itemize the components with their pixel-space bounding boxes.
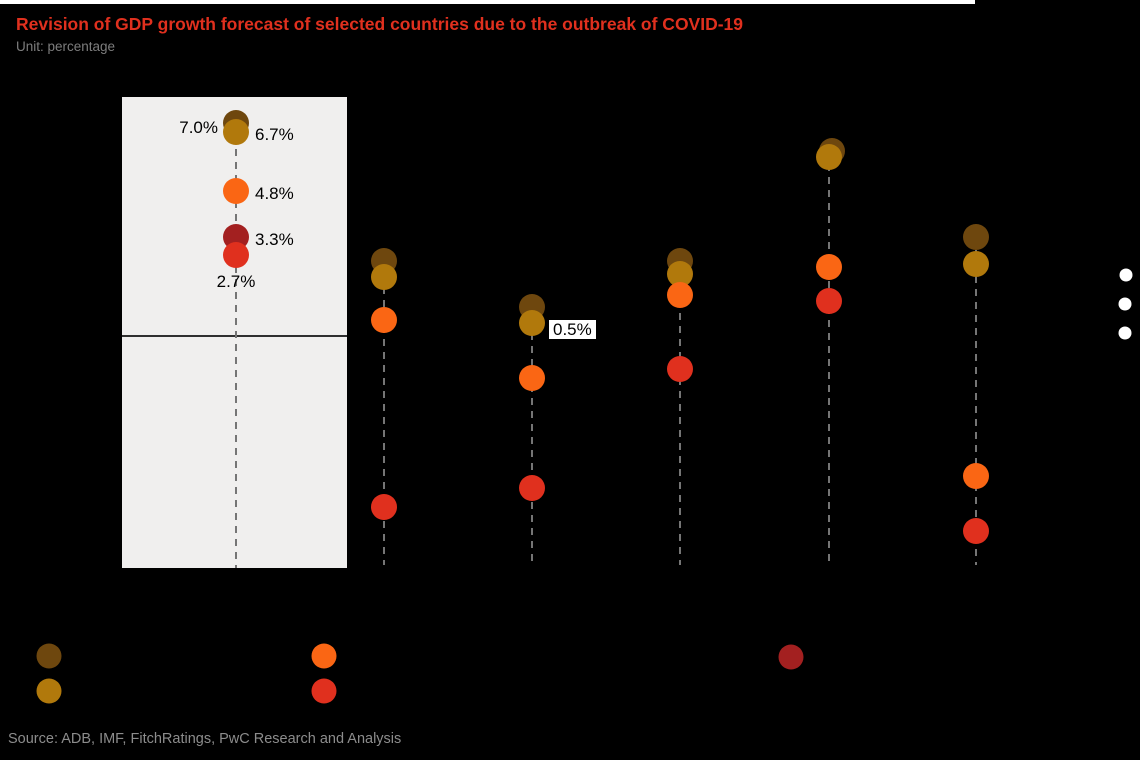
column-guide-col-3 <box>531 307 533 565</box>
data-point-col-6-red <box>963 518 989 545</box>
source-note: Source: ADB, IMF, FitchRatings, PwC Rese… <box>8 731 402 747</box>
value-label-col-3-golden: 0.5% <box>549 319 596 339</box>
data-point-col-4-red <box>667 355 693 382</box>
legend-bullet-white-3 <box>1118 326 1132 340</box>
data-point-col-6-orange <box>963 463 989 490</box>
column-guide-col-1 <box>235 123 237 568</box>
data-point-col-1-red <box>223 242 249 269</box>
value-label-col-1-golden: 6.7% <box>255 125 294 145</box>
legend-bullet-white-2 <box>1118 297 1132 311</box>
chart-title: Revision of GDP growth forecast of selec… <box>16 14 744 34</box>
legend-dot-golden <box>36 678 62 704</box>
legend-dot-dark-brown <box>36 643 62 669</box>
column-guide-col-6 <box>975 236 977 565</box>
data-point-col-3-red <box>519 475 545 502</box>
top-edge-strip <box>0 0 975 4</box>
data-point-col-1-orange <box>223 177 249 204</box>
column-guide-col-5 <box>828 150 830 565</box>
column-guide-col-2 <box>383 261 385 565</box>
data-point-col-3-golden <box>519 309 545 336</box>
data-point-col-2-golden <box>371 263 397 290</box>
data-point-col-5-orange <box>816 254 842 281</box>
value-label-col-1-red: 2.7% <box>216 272 256 292</box>
data-point-col-3-orange <box>519 364 545 391</box>
zero-axis-line <box>122 335 347 337</box>
value-label-col-1-dark-red: 3.3% <box>255 229 294 249</box>
data-point-col-6-dark-brown <box>963 223 989 250</box>
value-label-col-1-orange: 4.8% <box>255 183 294 203</box>
column-guide-col-4 <box>679 261 681 565</box>
data-point-col-6-golden <box>963 251 989 278</box>
data-point-col-2-orange <box>371 306 397 333</box>
data-point-col-5-red <box>816 288 842 315</box>
data-point-col-5-golden <box>816 143 842 170</box>
value-label-col-1-dark-brown: 7.0% <box>179 118 218 138</box>
legend-bullet-white-1 <box>1119 268 1133 282</box>
legend-dot-dark-red <box>778 644 804 670</box>
chart-subtitle: Unit: percentage <box>16 39 116 54</box>
data-point-col-4-orange <box>667 282 693 309</box>
legend-dot-orange <box>311 643 337 669</box>
data-point-col-1-golden <box>223 119 249 146</box>
legend-dot-red <box>311 678 337 704</box>
highlight-box <box>122 97 347 568</box>
data-point-col-2-red <box>371 493 397 520</box>
